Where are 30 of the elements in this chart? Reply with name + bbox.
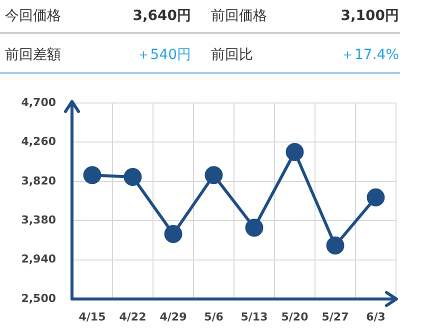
- y-tick-label: 4,700: [21, 96, 56, 109]
- x-tick-label: 5/13: [240, 310, 268, 324]
- x-tick-label: 4/29: [160, 310, 187, 324]
- text: ＋17.4%: [340, 46, 399, 64]
- text: 前回比: [210, 46, 254, 64]
- point: [245, 218, 264, 237]
- point: [124, 168, 142, 186]
- x-tick-label: 5/6: [204, 310, 224, 324]
- x-tick-label: 4/22: [119, 310, 146, 324]
- point: [366, 188, 385, 206]
- x-tick-label: 5/20: [281, 310, 309, 324]
- text: 今回価格: [4, 7, 62, 25]
- y-tick-label: 3,380: [21, 213, 56, 226]
- x-tick-label: 5/27: [322, 310, 349, 324]
- x-tick-label: 4/15: [78, 310, 106, 324]
- text: ＋540円: [135, 46, 191, 64]
- x-tick-label: 6/3: [366, 310, 386, 324]
- text: 前回価格: [210, 7, 268, 25]
- y-tick-label: 2,940: [21, 252, 56, 266]
- point: [164, 224, 182, 243]
- point: [326, 236, 344, 255]
- y-tick-label: 3,820: [21, 174, 56, 188]
- text: 前回差額: [4, 46, 62, 64]
- y-tick-label: 2,500: [21, 292, 56, 305]
- point: [204, 166, 223, 184]
- text: 3,100円: [340, 7, 399, 25]
- text: 3,640円: [132, 7, 191, 25]
- y-tick-label: 4,260: [21, 135, 56, 148]
- point: [286, 143, 304, 161]
- point: [83, 166, 102, 184]
